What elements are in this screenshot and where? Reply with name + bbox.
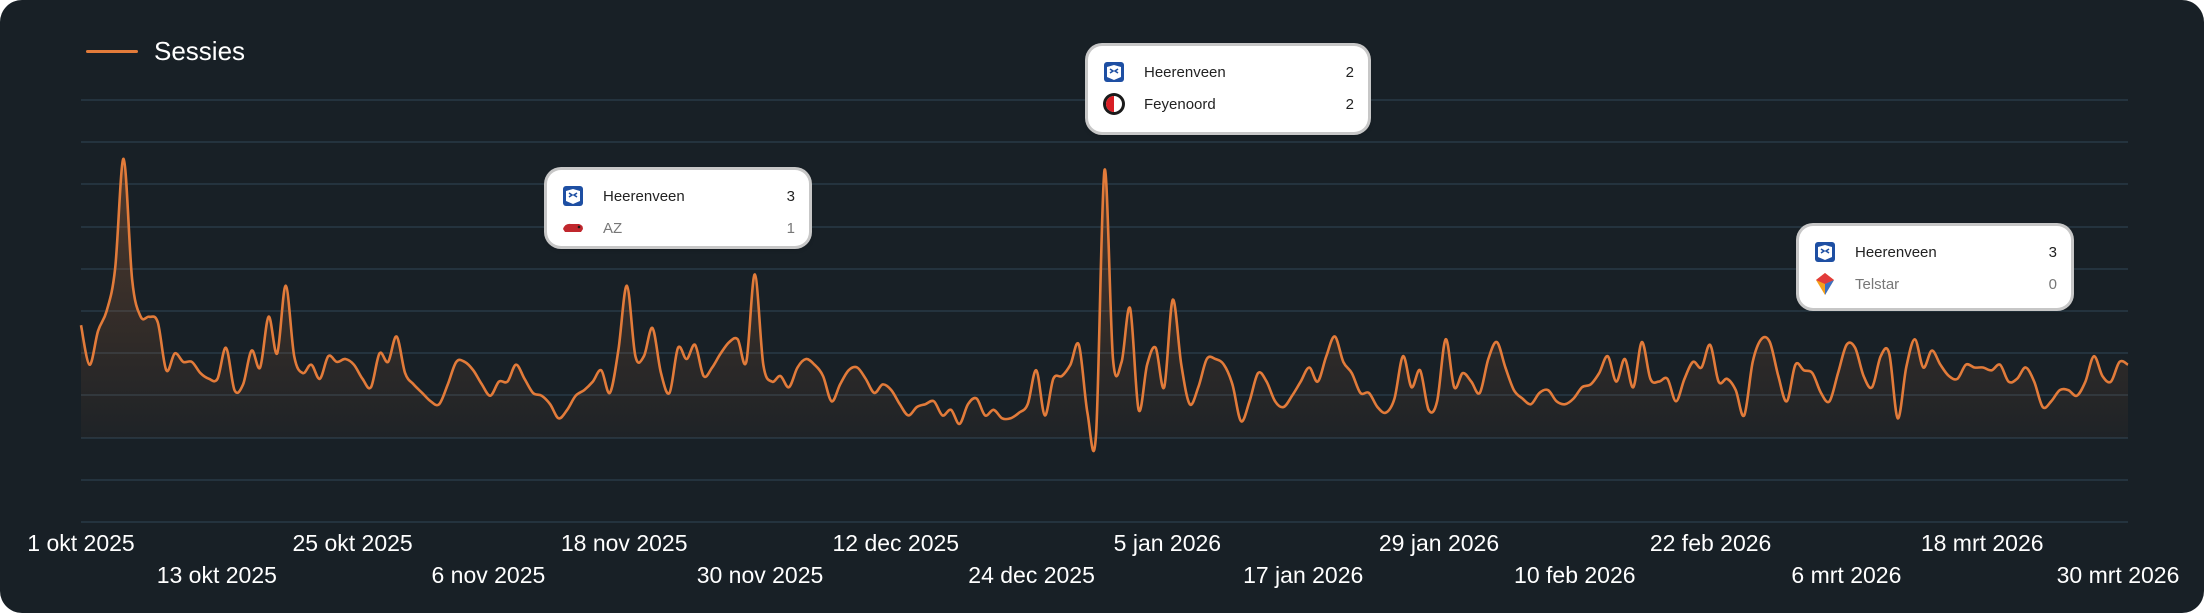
match-annotation-telstar: Heerenveen 3 Telstar 0 [1799, 226, 2071, 308]
heerenveen-logo-icon [1102, 60, 1126, 84]
x-tick-label: 6 mrt 2026 [1791, 562, 1902, 588]
home-team-row: Heerenveen 2 [1102, 56, 1354, 88]
x-tick-label: 30 mrt 2026 [2056, 562, 2180, 588]
away-team-score: 2 [1345, 95, 1354, 113]
legend[interactable]: Sessies [86, 36, 245, 67]
x-tick-label: 17 jan 2026 [1243, 562, 1364, 588]
home-team-score: 3 [2048, 243, 2057, 261]
x-tick-label: 12 dec 2025 [832, 530, 960, 556]
x-tick-label: 30 nov 2025 [696, 562, 824, 588]
x-tick-label: 18 nov 2025 [560, 530, 688, 556]
x-tick-label: 5 jan 2026 [1113, 530, 1222, 556]
away-team-name: AZ [603, 219, 623, 237]
feyenoord-logo-icon [1102, 92, 1126, 116]
x-tick-label: 6 nov 2025 [431, 562, 546, 588]
series-line-sessies [79, 157, 2129, 453]
home-team-name: Heerenveen [603, 187, 685, 205]
match-annotation-feyenoord: Heerenveen 2 Feyenoord 2 [1088, 46, 1368, 132]
x-tick-label: 29 jan 2026 [1378, 530, 1500, 556]
away-team-row: Feyenoord 2 [1102, 88, 1354, 120]
telstar-logo-icon [1813, 272, 1837, 296]
home-team-row: Heerenveen 3 [561, 180, 795, 212]
away-team-name: Telstar [1855, 275, 1900, 293]
x-tick-label: 18 mrt 2026 [1920, 530, 2044, 556]
x-tick-label: 13 okt 2025 [156, 562, 277, 588]
away-team-score: 1 [786, 219, 795, 237]
x-tick-label: 22 feb 2026 [1649, 530, 1772, 556]
away-team-row: AZ 1 [561, 212, 795, 244]
home-team-name: Heerenveen [1144, 63, 1226, 81]
match-annotation-az: Heerenveen 3 AZ 1 [547, 170, 809, 246]
legend-label: Sessies [154, 36, 246, 66]
home-team-row: Heerenveen 3 [1813, 236, 2057, 268]
home-team-name: Heerenveen [1855, 243, 1937, 261]
away-team-name: Feyenoord [1144, 95, 1216, 113]
az-logo-icon [561, 216, 585, 240]
home-team-score: 2 [1345, 63, 1354, 81]
series-area-sessies [81, 158, 2128, 452]
x-tick-label: 1 okt 2025 [27, 530, 135, 556]
heerenveen-logo-icon [1813, 240, 1837, 264]
home-team-score: 3 [786, 187, 795, 205]
x-tick-label: 10 feb 2026 [1514, 562, 1636, 588]
x-tick-label: 25 okt 2025 [292, 530, 413, 556]
away-team-row: Telstar 0 [1813, 268, 2057, 300]
heerenveen-logo-icon [561, 184, 585, 208]
legend-line-swatch [86, 50, 138, 53]
away-team-score: 0 [2048, 275, 2057, 293]
x-tick-label: 24 dec 2025 [968, 562, 1095, 588]
